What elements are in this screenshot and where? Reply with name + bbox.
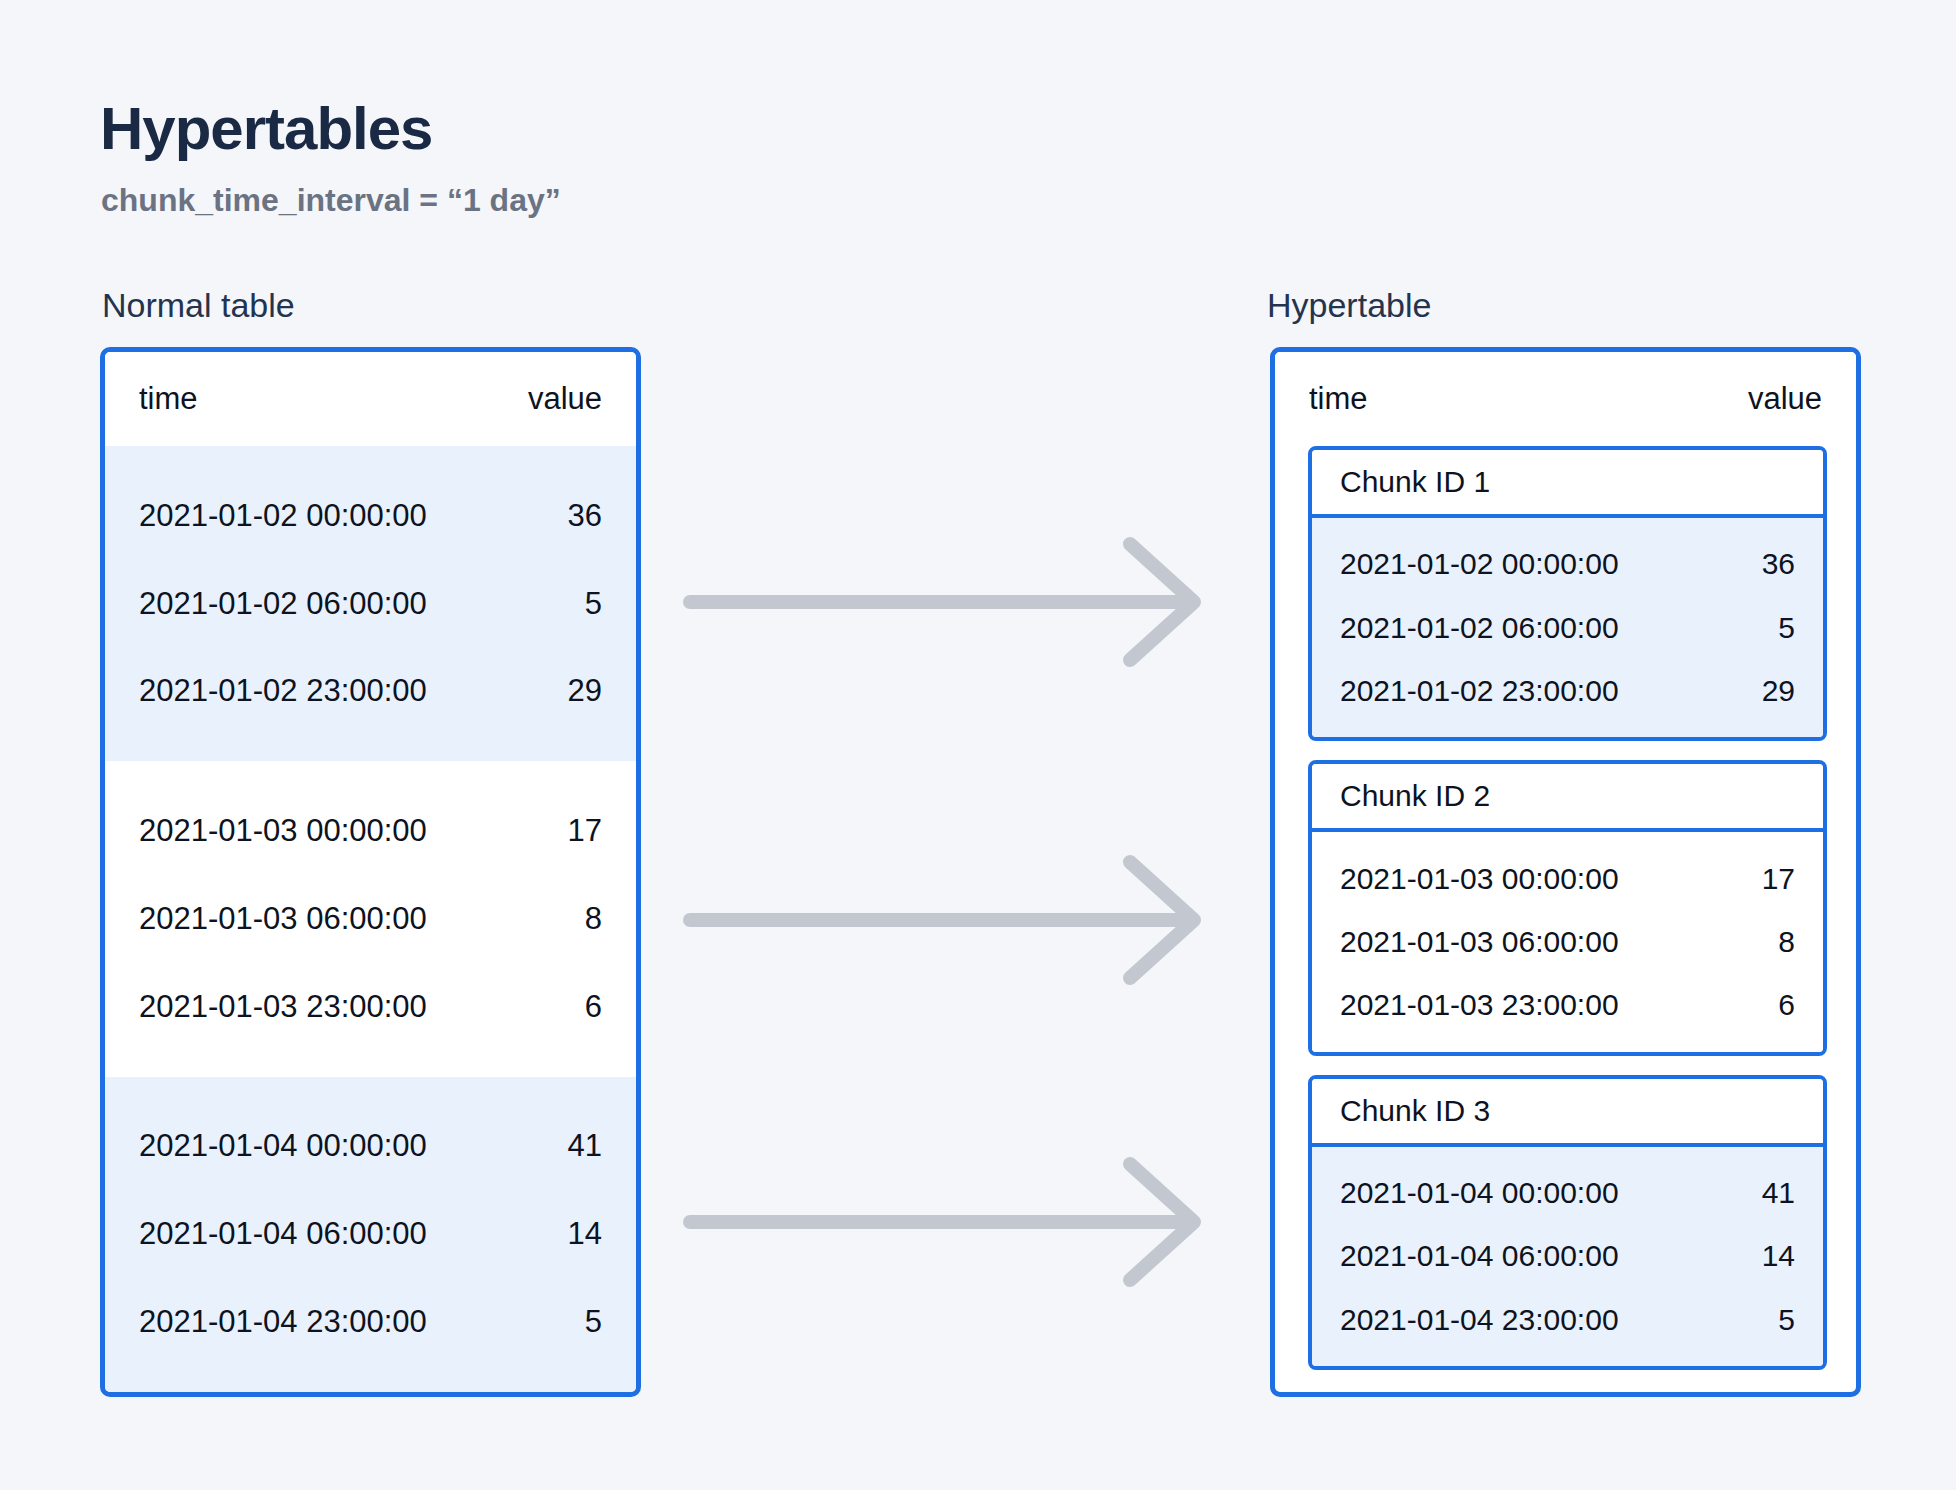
- day-group-2021-01-04: 2021-01-04 00:00:00 41 2021-01-04 06:00:…: [105, 1077, 636, 1392]
- cell-time: 2021-01-04 06:00:00: [139, 1216, 427, 1252]
- table-row: 2021-01-02 06:00:00 5: [1312, 611, 1823, 645]
- chunk-list: Chunk ID 1 2021-01-02 00:00:00 36 2021-0…: [1275, 446, 1856, 1392]
- table-row: 2021-01-04 00:00:00 41: [105, 1128, 636, 1164]
- chunk-2-header: Chunk ID 2: [1312, 764, 1823, 832]
- cell-value: 36: [568, 498, 602, 534]
- table-row: 2021-01-02 23:00:00 29: [105, 673, 636, 709]
- cell-time: 2021-01-02 00:00:00: [139, 498, 427, 534]
- cell-time: 2021-01-02 23:00:00: [1340, 674, 1619, 708]
- cell-value: 8: [1778, 925, 1795, 959]
- normal-table-panel: time value 2021-01-02 00:00:00 36 2021-0…: [100, 347, 641, 1397]
- chunk-id-label: Chunk ID 2: [1340, 779, 1490, 813]
- chunk-1-rows: 2021-01-02 00:00:00 36 2021-01-02 06:00:…: [1312, 518, 1823, 737]
- cell-value: 6: [1778, 988, 1795, 1022]
- cell-value: 41: [568, 1128, 602, 1164]
- column-header-value: value: [1748, 381, 1822, 417]
- table-row: 2021-01-02 00:00:00 36: [1312, 547, 1823, 581]
- cell-time: 2021-01-03 23:00:00: [139, 989, 427, 1025]
- chunk-3-header: Chunk ID 3: [1312, 1079, 1823, 1147]
- cell-value: 29: [568, 673, 602, 709]
- cell-time: 2021-01-04 23:00:00: [139, 1304, 427, 1340]
- table-row: 2021-01-02 06:00:00 5: [105, 586, 636, 622]
- normal-table-label: Normal table: [102, 286, 295, 325]
- cell-value: 5: [585, 1304, 602, 1340]
- cell-value: 8: [585, 901, 602, 937]
- cell-time: 2021-01-04 06:00:00: [1340, 1239, 1619, 1273]
- cell-time: 2021-01-03 00:00:00: [139, 813, 427, 849]
- cell-time: 2021-01-03 06:00:00: [139, 901, 427, 937]
- table-row: 2021-01-03 06:00:00 8: [1312, 925, 1823, 959]
- table-row: 2021-01-03 23:00:00 6: [105, 989, 636, 1025]
- column-header-value: value: [528, 381, 602, 417]
- table-row: 2021-01-02 00:00:00 36: [105, 498, 636, 534]
- cell-time: 2021-01-04 23:00:00: [1340, 1303, 1619, 1337]
- cell-time: 2021-01-02 06:00:00: [139, 586, 427, 622]
- right-arrow-icon: [678, 850, 1258, 990]
- chunk-1-header: Chunk ID 1: [1312, 450, 1823, 518]
- hypertable-column-header: time value: [1275, 352, 1856, 446]
- cell-value: 5: [1778, 1303, 1795, 1337]
- right-arrow-icon: [678, 532, 1258, 672]
- table-row: 2021-01-04 23:00:00 5: [105, 1304, 636, 1340]
- column-header-time: time: [1309, 381, 1368, 417]
- cell-value: 6: [585, 989, 602, 1025]
- table-row: 2021-01-04 06:00:00 14: [1312, 1239, 1823, 1273]
- chunk-id-label: Chunk ID 3: [1340, 1094, 1490, 1128]
- table-row: 2021-01-04 06:00:00 14: [105, 1216, 636, 1252]
- cell-time: 2021-01-03 00:00:00: [1340, 862, 1619, 896]
- cell-time: 2021-01-02 06:00:00: [1340, 611, 1619, 645]
- cell-value: 36: [1762, 547, 1795, 581]
- page-title: Hypertables: [100, 94, 432, 163]
- chunk-2: Chunk ID 2 2021-01-03 00:00:00 17 2021-0…: [1308, 760, 1827, 1055]
- hypertables-diagram: { "title": "Hypertables", "subtitle": "c…: [0, 0, 1956, 1490]
- table-row: 2021-01-03 00:00:00 17: [105, 813, 636, 849]
- cell-value: 17: [568, 813, 602, 849]
- hypertable-panel: time value Chunk ID 1 2021-01-02 00:00:0…: [1270, 347, 1861, 1397]
- chunk-3-rows: 2021-01-04 00:00:00 41 2021-01-04 06:00:…: [1312, 1147, 1823, 1366]
- cell-value: 29: [1762, 674, 1795, 708]
- table-row: 2021-01-02 23:00:00 29: [1312, 674, 1823, 708]
- chunk-time-interval-subtitle: chunk_time_interval = “1 day”: [101, 182, 561, 219]
- hypertable-label: Hypertable: [1267, 286, 1431, 325]
- chunk-3: Chunk ID 3 2021-01-04 00:00:00 41 2021-0…: [1308, 1075, 1827, 1370]
- cell-value: 14: [568, 1216, 602, 1252]
- cell-value: 5: [585, 586, 602, 622]
- chunk-2-rows: 2021-01-03 00:00:00 17 2021-01-03 06:00:…: [1312, 832, 1823, 1051]
- right-arrow-icon: [678, 1152, 1258, 1292]
- cell-time: 2021-01-03 23:00:00: [1340, 988, 1619, 1022]
- cell-value: 17: [1762, 862, 1795, 896]
- cell-time: 2021-01-02 00:00:00: [1340, 547, 1619, 581]
- table-row: 2021-01-04 23:00:00 5: [1312, 1303, 1823, 1337]
- normal-table-column-header: time value: [105, 352, 636, 446]
- chunk-id-label: Chunk ID 1: [1340, 465, 1490, 499]
- table-row: 2021-01-03 00:00:00 17: [1312, 862, 1823, 896]
- column-header-time: time: [139, 381, 198, 417]
- cell-time: 2021-01-04 00:00:00: [1340, 1176, 1619, 1210]
- cell-time: 2021-01-02 23:00:00: [139, 673, 427, 709]
- cell-time: 2021-01-03 06:00:00: [1340, 925, 1619, 959]
- table-row: 2021-01-03 23:00:00 6: [1312, 988, 1823, 1022]
- cell-value: 14: [1762, 1239, 1795, 1273]
- chunk-1: Chunk ID 1 2021-01-02 00:00:00 36 2021-0…: [1308, 446, 1827, 741]
- table-row: 2021-01-03 06:00:00 8: [105, 901, 636, 937]
- day-group-2021-01-03: 2021-01-03 00:00:00 17 2021-01-03 06:00:…: [105, 761, 636, 1076]
- cell-value: 41: [1762, 1176, 1795, 1210]
- table-row: 2021-01-04 00:00:00 41: [1312, 1176, 1823, 1210]
- cell-time: 2021-01-04 00:00:00: [139, 1128, 427, 1164]
- day-group-2021-01-02: 2021-01-02 00:00:00 36 2021-01-02 06:00:…: [105, 446, 636, 761]
- cell-value: 5: [1778, 611, 1795, 645]
